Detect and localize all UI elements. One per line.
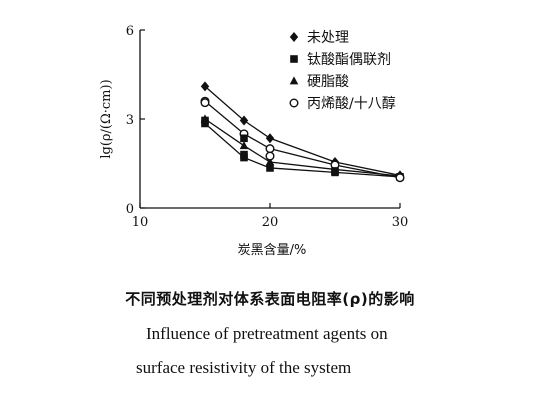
legend-label: 硬脂酸 xyxy=(307,74,349,90)
legend-label: 未处理 xyxy=(307,30,349,46)
legend-label: 丙烯酸/十八醇 xyxy=(307,95,396,112)
series-line-2 xyxy=(204,118,401,177)
data-point-circle-open xyxy=(265,151,275,161)
y-tick-label: 6 xyxy=(126,24,134,39)
data-point-square xyxy=(240,134,248,143)
data-point-diamond xyxy=(265,133,275,144)
data-point-square xyxy=(331,167,339,175)
data-point-circle-open xyxy=(265,144,275,154)
data-point-square xyxy=(266,164,274,172)
data-point-triangle xyxy=(239,141,249,150)
x-tick-label: 10 xyxy=(132,215,149,230)
legend-label: 钛酸酯偶联剂 xyxy=(307,52,391,68)
data-point-square xyxy=(240,150,248,159)
legend-marker-triangle xyxy=(289,76,299,85)
y-tick-label: 0 xyxy=(126,202,134,217)
data-point-diamond xyxy=(239,115,249,126)
x-tick-label: 30 xyxy=(392,215,409,230)
caption-english-line-1: Influence of pretreatment agents on xyxy=(146,324,388,343)
data-point-circle-open xyxy=(395,173,405,183)
data-point-circle-open xyxy=(200,98,210,108)
legend-marker-diamond xyxy=(289,32,299,42)
data-point-triangle xyxy=(265,157,275,166)
x-axis-label: 炭黑含量/% xyxy=(238,242,307,258)
legend-marker-square xyxy=(290,55,298,63)
y-axis-label: lg(ρ/(Ω·cm)) xyxy=(99,79,114,158)
y-tick-label: 3 xyxy=(126,113,134,128)
data-point-square xyxy=(201,116,209,125)
caption-chinese: 不同预处理剂对体系表面电阻率(ρ)的影响 xyxy=(125,290,415,308)
x-tick-label: 20 xyxy=(262,215,279,230)
chart-axes: 0 3 6 10 20 30 xyxy=(126,24,409,230)
series-points xyxy=(200,81,405,183)
legend-marker-circle-open xyxy=(289,98,299,108)
caption-english-line-2: surface resistivity of the system xyxy=(136,358,352,377)
data-point-diamond xyxy=(200,81,210,92)
